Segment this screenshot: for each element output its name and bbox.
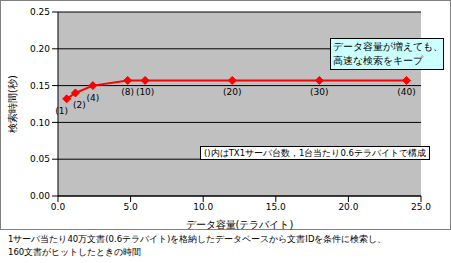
svg-text:15.0: 15.0 <box>266 202 286 212</box>
html-text:高速な検索をキープ: 高速な検索をキープ <box>333 55 423 66</box>
svg-text:(8): (8) <box>121 87 134 97</box>
svg-text:0.05: 0.05 <box>30 154 50 164</box>
svg-text:10.0: 10.0 <box>193 202 213 212</box>
svg-text:25.0: 25.0 <box>411 202 431 212</box>
svg-text:20.0: 20.0 <box>338 202 358 212</box>
svg-text:0.0: 0.0 <box>51 202 66 212</box>
svg-text:(1): (1) <box>55 106 68 116</box>
svg-text:(2): (2) <box>73 100 86 110</box>
svg-text:(10): (10) <box>136 87 154 97</box>
svg-text:データ容量(テラバイト): データ容量(テラバイト) <box>186 219 294 230</box>
html-text:()内はTX1サーバ台数，1台当たり0.6テラバイトで構成: ()内はTX1サーバ台数，1台当たり0.6テラバイトで構成 <box>204 148 426 158</box>
svg-text:0.20: 0.20 <box>30 44 50 54</box>
html-text:データ容量が増えても、: データ容量が増えても、 <box>333 41 443 52</box>
svg-text:0.15: 0.15 <box>30 81 50 91</box>
html-text:160文書がヒットしたときの時間: 160文書がヒットしたときの時間 <box>8 247 142 257</box>
svg-text:(30): (30) <box>310 87 328 97</box>
html-text:1サーバ当たり40万文書(0.6テラバイト)を格納したデータ: 1サーバ当たり40万文書(0.6テラバイト)を格納したデータベースから文書IDを… <box>8 234 387 244</box>
svg-text:0.00: 0.00 <box>30 191 50 201</box>
svg-text:5.0: 5.0 <box>123 202 138 212</box>
svg-text:検索時間(秒): 検索時間(秒) <box>8 75 18 133</box>
svg-text:(20): (20) <box>223 87 241 97</box>
svg-text:0.25: 0.25 <box>30 7 50 17</box>
svg-text:(40): (40) <box>397 87 415 97</box>
svg-text:(4): (4) <box>86 93 99 103</box>
svg-text:0.10: 0.10 <box>30 118 50 128</box>
